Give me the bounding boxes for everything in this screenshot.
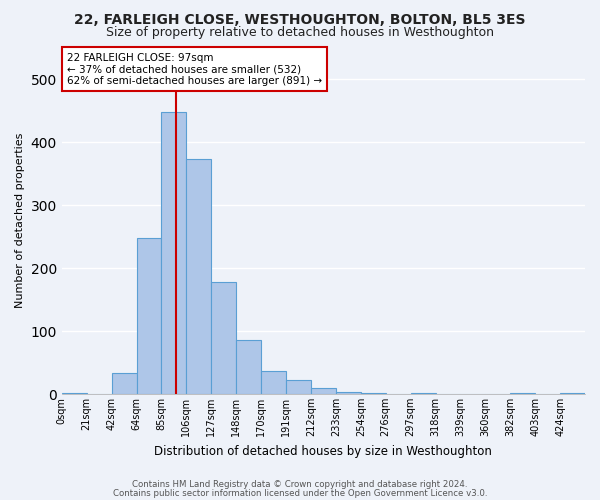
Bar — [62, 393, 87, 394]
Bar — [286, 380, 311, 394]
Bar — [187, 159, 211, 394]
Bar — [236, 340, 261, 394]
Bar — [137, 238, 161, 394]
X-axis label: Distribution of detached houses by size in Westhoughton: Distribution of detached houses by size … — [154, 444, 493, 458]
Bar — [161, 112, 187, 394]
Text: 22, FARLEIGH CLOSE, WESTHOUGHTON, BOLTON, BL5 3ES: 22, FARLEIGH CLOSE, WESTHOUGHTON, BOLTON… — [74, 12, 526, 26]
Text: Size of property relative to detached houses in Westhoughton: Size of property relative to detached ho… — [106, 26, 494, 39]
Bar — [261, 372, 286, 394]
Y-axis label: Number of detached properties: Number of detached properties — [15, 133, 25, 308]
Bar — [311, 388, 336, 394]
Bar — [211, 282, 236, 394]
Text: Contains public sector information licensed under the Open Government Licence v3: Contains public sector information licen… — [113, 488, 487, 498]
Text: 22 FARLEIGH CLOSE: 97sqm
← 37% of detached houses are smaller (532)
62% of semi-: 22 FARLEIGH CLOSE: 97sqm ← 37% of detach… — [67, 52, 322, 86]
Bar — [112, 373, 137, 394]
Text: Contains HM Land Registry data © Crown copyright and database right 2024.: Contains HM Land Registry data © Crown c… — [132, 480, 468, 489]
Bar — [336, 392, 361, 394]
